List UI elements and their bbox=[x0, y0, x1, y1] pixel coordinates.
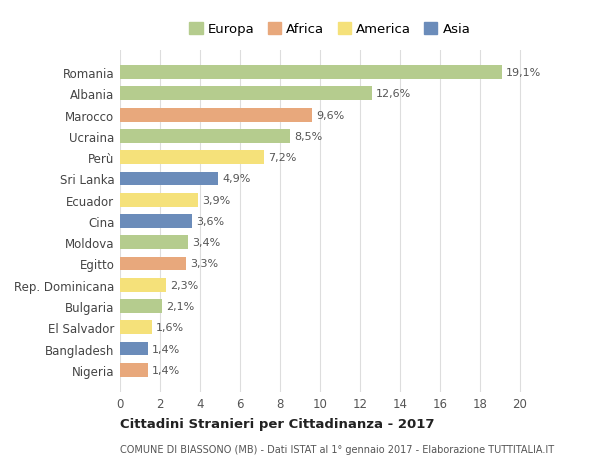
Text: 3,3%: 3,3% bbox=[190, 259, 218, 269]
Bar bbox=[120, 321, 152, 335]
Bar bbox=[120, 151, 264, 165]
Bar bbox=[120, 172, 218, 186]
Text: 4,9%: 4,9% bbox=[222, 174, 250, 184]
Bar bbox=[120, 66, 502, 80]
Text: 9,6%: 9,6% bbox=[316, 110, 344, 120]
Legend: Europa, Africa, America, Asia: Europa, Africa, America, Asia bbox=[190, 23, 470, 36]
Text: Cittadini Stranieri per Cittadinanza - 2017: Cittadini Stranieri per Cittadinanza - 2… bbox=[120, 417, 434, 430]
Bar bbox=[120, 108, 312, 122]
Text: 3,9%: 3,9% bbox=[202, 195, 230, 205]
Bar bbox=[120, 236, 188, 250]
Text: 8,5%: 8,5% bbox=[294, 132, 322, 141]
Text: 19,1%: 19,1% bbox=[506, 68, 541, 78]
Text: 2,3%: 2,3% bbox=[170, 280, 198, 290]
Text: 3,4%: 3,4% bbox=[192, 238, 220, 248]
Text: COMUNE DI BIASSONO (MB) - Dati ISTAT al 1° gennaio 2017 - Elaborazione TUTTITALI: COMUNE DI BIASSONO (MB) - Dati ISTAT al … bbox=[120, 444, 554, 454]
Text: 3,6%: 3,6% bbox=[196, 217, 224, 226]
Bar bbox=[120, 278, 166, 292]
Text: 1,4%: 1,4% bbox=[152, 365, 180, 375]
Text: 7,2%: 7,2% bbox=[268, 153, 296, 163]
Text: 1,6%: 1,6% bbox=[156, 323, 184, 333]
Bar bbox=[120, 342, 148, 356]
Text: 1,4%: 1,4% bbox=[152, 344, 180, 354]
Bar bbox=[120, 214, 192, 229]
Bar bbox=[120, 257, 186, 271]
Bar bbox=[120, 299, 162, 313]
Text: 2,1%: 2,1% bbox=[166, 302, 194, 311]
Bar bbox=[120, 193, 198, 207]
Bar bbox=[120, 130, 290, 144]
Bar bbox=[120, 363, 148, 377]
Bar bbox=[120, 87, 372, 101]
Text: 12,6%: 12,6% bbox=[376, 89, 411, 99]
